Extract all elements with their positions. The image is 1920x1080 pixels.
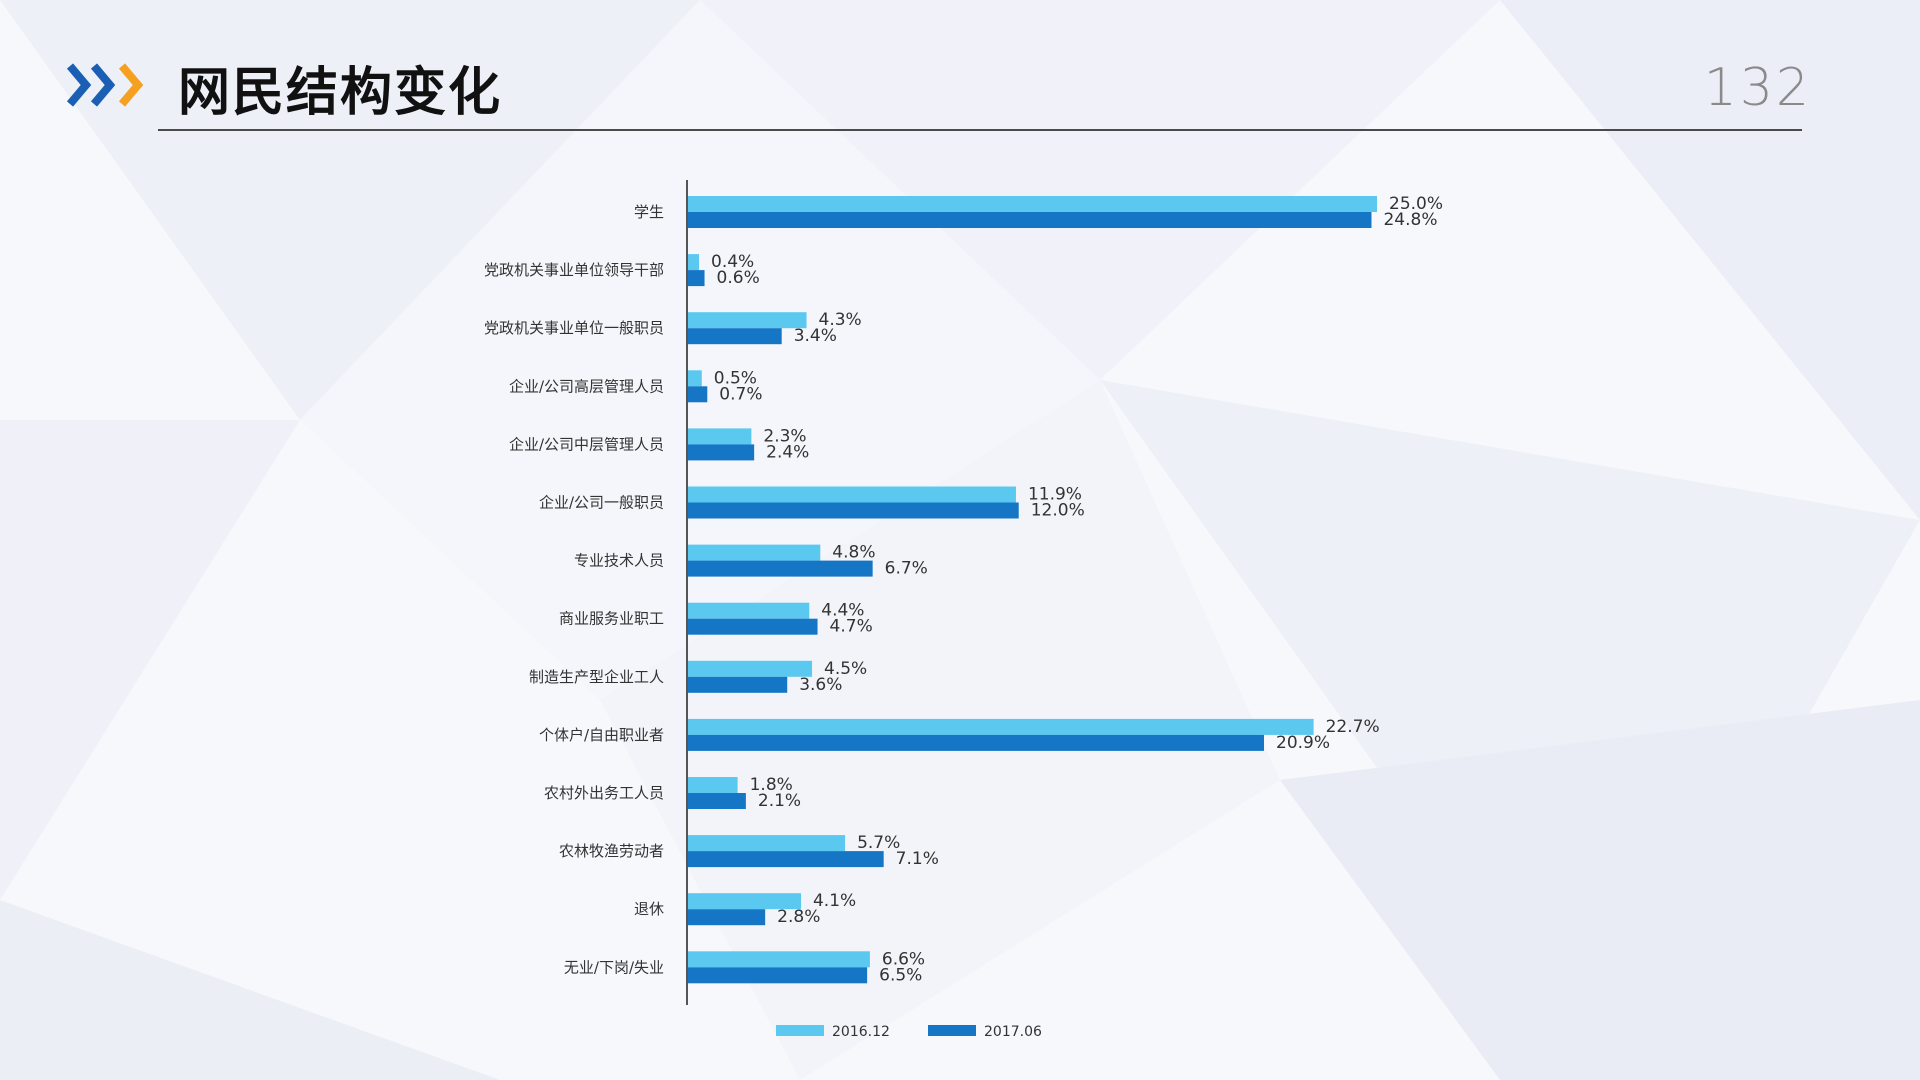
bar-2017.06 bbox=[688, 909, 766, 926]
bar-2017.06 bbox=[688, 967, 868, 984]
legend: 2016.12 2017.06 bbox=[776, 1024, 1042, 1040]
category-label: 制造生产型企业工人 bbox=[529, 668, 664, 686]
data-label: 4.5% bbox=[824, 659, 867, 679]
category-label: 企业/公司中层管理人员 bbox=[509, 435, 664, 453]
bar-2016.12 bbox=[688, 835, 846, 852]
data-label: 22.7% bbox=[1326, 717, 1380, 737]
data-label: 6.6% bbox=[882, 949, 925, 969]
bar-2016.12 bbox=[688, 893, 801, 910]
data-label: 2.3% bbox=[763, 426, 806, 446]
category-label: 专业技术人员 bbox=[574, 552, 664, 570]
bar-2016.12 bbox=[688, 777, 738, 793]
header-divider bbox=[158, 129, 1802, 131]
bar-2017.06 bbox=[688, 212, 1372, 228]
bar-2016.12 bbox=[688, 951, 870, 968]
data-label: 25.0% bbox=[1389, 194, 1443, 214]
category-label: 农村外出务工人员 bbox=[544, 784, 664, 802]
data-label: 3.4% bbox=[794, 326, 837, 346]
data-label: 2.1% bbox=[758, 791, 801, 811]
category-label: 农林牧渔劳动者 bbox=[559, 842, 664, 860]
data-label: 6.5% bbox=[879, 965, 922, 985]
category-label: 学生 bbox=[634, 203, 664, 221]
data-label: 0.4% bbox=[711, 252, 754, 272]
legend-label: 2016.12 bbox=[832, 1024, 890, 1040]
data-label: 11.9% bbox=[1028, 485, 1082, 505]
data-label: 1.8% bbox=[750, 775, 793, 795]
data-label: 4.8% bbox=[832, 543, 875, 563]
bar-2017.06 bbox=[688, 734, 1265, 751]
page-title: 网民结构变化 bbox=[178, 63, 503, 123]
data-label: 0.5% bbox=[714, 368, 757, 388]
data-label: 4.4% bbox=[821, 601, 864, 621]
data-label: 24.8% bbox=[1383, 210, 1437, 230]
category-label: 无业/下岗/失业 bbox=[564, 958, 664, 976]
bar-2017.06 bbox=[688, 386, 708, 403]
category-label: 企业/公司高层管理人员 bbox=[509, 377, 664, 395]
page-number: 132 bbox=[1703, 58, 1812, 118]
bar-2016.12 bbox=[688, 544, 821, 561]
category-label: 退休 bbox=[634, 900, 664, 918]
legend-swatch bbox=[928, 1025, 976, 1036]
category-label: 个体户/自由职业者 bbox=[539, 726, 664, 744]
bar-2016.12 bbox=[688, 718, 1314, 735]
category-label: 党政机关事业单位领导干部 bbox=[484, 261, 664, 279]
bar-2017.06 bbox=[688, 444, 755, 461]
value-labels: 25.0%24.8%0.4%0.6%4.3%3.4%0.5%0.7%2.3%2.… bbox=[711, 194, 1443, 985]
data-label: 4.7% bbox=[830, 617, 873, 637]
category-label: 企业/公司一般职员 bbox=[539, 494, 664, 512]
data-label: 4.1% bbox=[813, 891, 856, 911]
bar-2016.12 bbox=[688, 254, 700, 271]
category-label: 党政机关事业单位一般职员 bbox=[484, 319, 664, 337]
data-label: 20.9% bbox=[1276, 733, 1330, 753]
bar-2016.12 bbox=[688, 312, 807, 329]
bar-2017.06 bbox=[688, 676, 788, 693]
bar-2017.06 bbox=[688, 793, 746, 809]
category-label: 商业服务业职工 bbox=[559, 610, 664, 628]
data-label: 12.0% bbox=[1031, 501, 1085, 521]
data-label: 4.3% bbox=[819, 310, 862, 330]
bar-2016.12 bbox=[688, 486, 1016, 503]
data-label: 0.6% bbox=[717, 268, 760, 288]
triple-chevron-right-icon bbox=[66, 63, 144, 107]
bar-2017.06 bbox=[688, 270, 705, 287]
series-2016-bars bbox=[688, 196, 1377, 968]
bar-2016.12 bbox=[688, 370, 702, 387]
bar-2017.06 bbox=[688, 851, 884, 868]
bar-2017.06 bbox=[688, 328, 782, 345]
legend-swatch bbox=[776, 1025, 824, 1036]
data-label: 2.8% bbox=[777, 907, 820, 927]
series-2017-bars bbox=[688, 212, 1372, 984]
data-label: 7.1% bbox=[896, 849, 939, 869]
category-labels: 学生党政机关事业单位领导干部党政机关事业单位一般职员企业/公司高层管理人员企业/… bbox=[484, 203, 664, 976]
bar-2016.12 bbox=[688, 196, 1377, 212]
legend-label: 2017.06 bbox=[984, 1024, 1042, 1040]
data-label: 6.7% bbox=[885, 559, 928, 579]
bar-2016.12 bbox=[688, 602, 810, 619]
data-label: 5.7% bbox=[857, 833, 900, 853]
data-label: 0.7% bbox=[719, 384, 762, 404]
data-label: 3.6% bbox=[799, 675, 842, 695]
bar-2016.12 bbox=[688, 660, 813, 677]
bar-2017.06 bbox=[688, 502, 1019, 519]
bar-2016.12 bbox=[688, 428, 752, 445]
data-label: 2.4% bbox=[766, 442, 809, 462]
bar-2017.06 bbox=[688, 560, 873, 577]
bar-2017.06 bbox=[688, 618, 818, 635]
